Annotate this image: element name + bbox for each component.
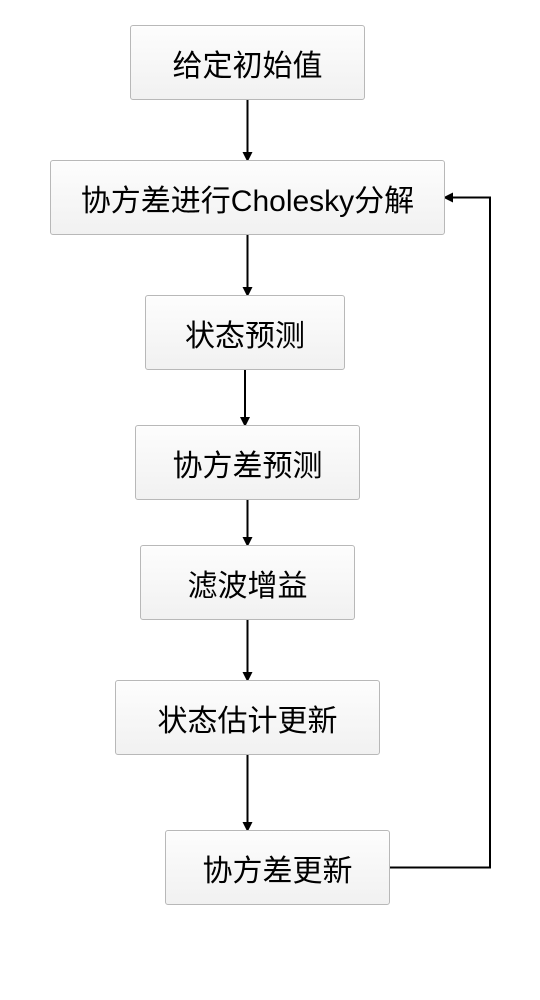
flowchart-node-label: 状态估计更新 xyxy=(158,696,338,740)
flowchart-node-label: 状态预测 xyxy=(185,311,305,355)
flowchart-node: 滤波增益 xyxy=(140,545,355,620)
flowchart-node-label: 协方差进行Cholesky分解 xyxy=(81,176,414,220)
flowchart-node-label: 协方差更新 xyxy=(203,846,353,890)
flowchart-node-label: 滤波增益 xyxy=(188,561,308,605)
flowchart-node: 状态估计更新 xyxy=(115,680,380,755)
flowchart-node: 状态预测 xyxy=(145,295,345,370)
flowchart-node-label: 协方差预测 xyxy=(173,441,323,485)
flowchart-node: 协方差进行Cholesky分解 xyxy=(50,160,445,235)
flowchart-node: 协方差预测 xyxy=(135,425,360,500)
flowchart-node: 协方差更新 xyxy=(165,830,390,905)
flowchart-node: 给定初始值 xyxy=(130,25,365,100)
flowchart-node-label: 给定初始值 xyxy=(173,41,323,85)
